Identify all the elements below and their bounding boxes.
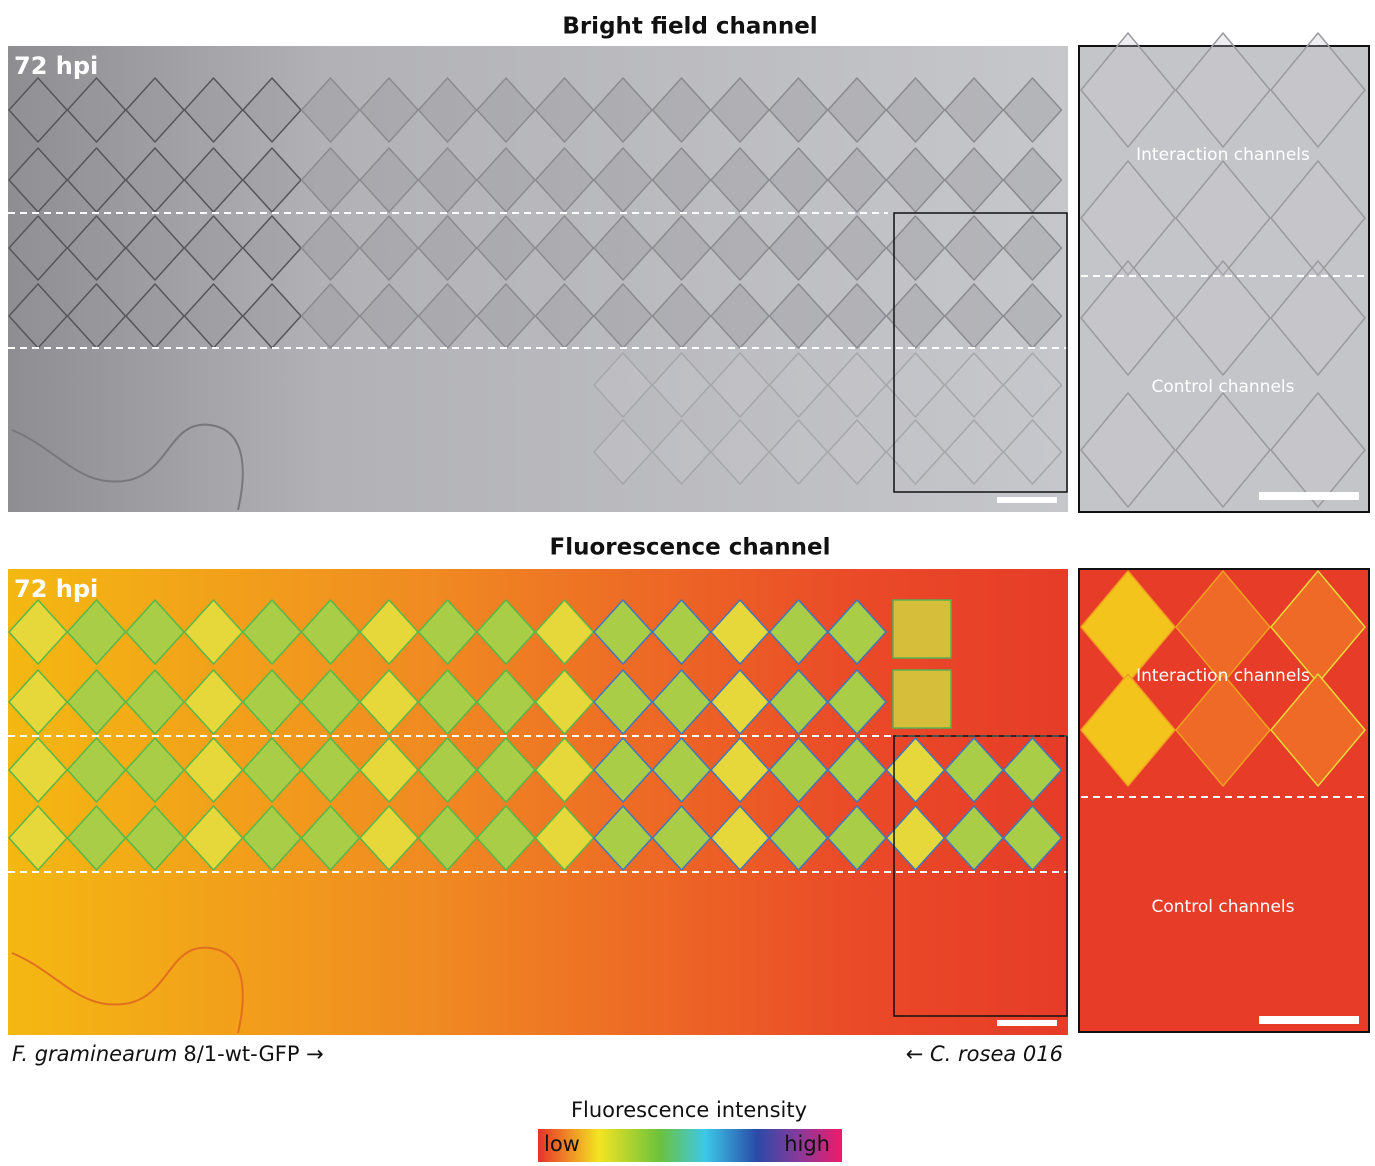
figure: Bright field channel Fluorescence channe…	[0, 0, 1375, 1162]
panel-title: Fluorescence channel	[549, 535, 830, 561]
inset-label: Control channels	[1152, 377, 1295, 397]
colorbar-high: high	[784, 1132, 830, 1156]
timepoint: 72 hpi	[14, 52, 98, 80]
channel-end	[893, 600, 951, 658]
timepoint: 72 hpi	[14, 575, 98, 603]
scale-bar	[1259, 492, 1359, 500]
scale-bar	[997, 497, 1057, 503]
species: F. graminearum	[12, 1042, 177, 1066]
page: Bright field channel Fluorescence channe…	[0, 0, 1375, 1162]
scale-bar	[997, 1020, 1057, 1026]
inset-label: Interaction channels	[1136, 145, 1310, 165]
inset-label: Control channels	[1152, 897, 1295, 917]
channel-end	[893, 670, 951, 728]
strain: 8/1-wt-GFP →	[183, 1042, 323, 1066]
caption-right: ← C. rosea 016	[906, 1042, 1063, 1066]
panel-title: Bright field channel	[562, 14, 817, 40]
colorbar-title: Fluorescence intensity	[571, 1098, 807, 1122]
colorbar-low: low	[544, 1132, 580, 1156]
inset-label: Interaction channels	[1136, 666, 1310, 686]
scale-bar	[1259, 1016, 1359, 1024]
